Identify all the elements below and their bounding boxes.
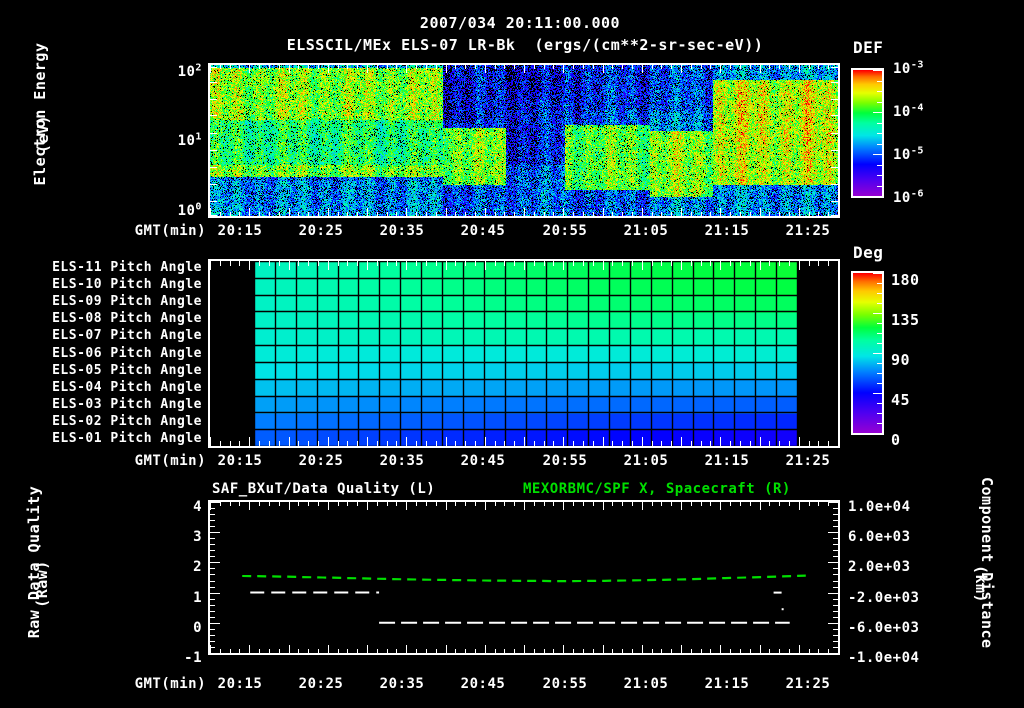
panel2-colorbar[interactable] — [851, 271, 884, 435]
xtick-label: 20:15 — [217, 223, 263, 239]
panel3-ytick-left: 0 — [193, 620, 202, 636]
panel1-colorbar-label-4: 10-4 — [893, 102, 924, 120]
panel3-ytick-labels-right: 1.0e+04 6.0e+03 2.0e+03 -2.0e+03 -6.0e+03 -1.… — [848, 490, 958, 670]
panel2-row-label: ELS-03 Pitch Angle — [52, 397, 202, 412]
panel3-xtick-labels: 20:15 20:25 20:35 20:45 20:55 21:05 21:15 21:25 — [208, 676, 840, 696]
panel2-row-label: ELS-06 Pitch Angle — [52, 346, 202, 361]
xtick-label: 21:15 — [704, 453, 750, 469]
panel1-colorbar-title: DEF — [853, 38, 884, 57]
xtick-label: 20:55 — [542, 223, 588, 239]
xtick-label: 20:45 — [460, 453, 506, 469]
xtick-label: 20:55 — [542, 676, 588, 692]
panel2-row-label: ELS-09 Pitch Angle — [52, 294, 202, 309]
panel1-xlabel: GMT(min) — [134, 223, 206, 239]
pitch-angle-image — [210, 261, 838, 446]
xtick-label: 20:25 — [298, 453, 344, 469]
xtick-label: 21:15 — [704, 676, 750, 692]
panel2-row-label: ELS-07 Pitch Angle — [52, 328, 202, 343]
panel3-ytick-right: -1.0e+04 — [848, 650, 920, 666]
xtick-label: 20:35 — [379, 223, 425, 239]
panel1-colorbar[interactable] — [851, 68, 884, 198]
panel3-ytick-left: 3 — [193, 529, 202, 545]
xtick-label: 21:25 — [785, 676, 831, 692]
panel2-row-label: ELS-05 Pitch Angle — [52, 363, 202, 378]
panel3-ytick-right: -6.0e+03 — [848, 620, 920, 636]
panel2-row-label: ELS-08 Pitch Angle — [52, 311, 202, 326]
panel3-ytick-left: 1 — [193, 590, 202, 606]
panel1-colorbar-label-6: 10-6 — [893, 188, 924, 206]
panel1-colorbar-label-3: 10-3 — [893, 59, 924, 77]
xtick-label: 20:35 — [379, 453, 425, 469]
xtick-label: 21:05 — [623, 453, 669, 469]
xtick-label: 20:45 — [460, 223, 506, 239]
panel3-ytick-left: 2 — [193, 559, 202, 575]
panel2-colorbar-title: Deg — [853, 243, 884, 262]
panel3-ytick-right: 1.0e+04 — [848, 499, 911, 515]
panel-electron-energy-spectrogram[interactable] — [208, 63, 840, 218]
panel1-colorbar-label-5: 10-5 — [893, 145, 924, 163]
panel-pitch-angle[interactable] — [208, 259, 840, 448]
xtick-label: 20:25 — [298, 676, 344, 692]
panel3-ytick-right: -2.0e+03 — [848, 590, 920, 606]
panel1-ytick-1: 101 — [177, 131, 202, 149]
page-title-datetime: 2007/034 20:11:00.000 — [419, 14, 621, 32]
panel1-xtick-labels: 20:15 20:25 20:35 20:45 20:55 21:05 21:15 21:25 — [208, 223, 840, 243]
xtick-label: 20:45 — [460, 676, 506, 692]
panel2-row-label: ELS-02 Pitch Angle — [52, 414, 202, 429]
xtick-label: 20:25 — [298, 223, 344, 239]
xtick-label: 20:35 — [379, 676, 425, 692]
panel2-row-label: ELS-11 Pitch Angle — [52, 260, 202, 275]
panel-data-quality[interactable] — [208, 500, 840, 655]
panel3-ytick-left: -1 — [184, 650, 202, 666]
panel2-colorbar-label: 45 — [891, 391, 911, 409]
xtick-label: 20:55 — [542, 453, 588, 469]
panel1-colorbar-gradient — [853, 70, 882, 196]
panel3-ytick-labels-left: 4 3 2 1 0 -1 — [160, 490, 202, 670]
panel2-colorbar-labels: 180 135 90 45 0 — [891, 260, 971, 450]
data-quality-traces — [210, 502, 838, 653]
panel2-row-label: ELS-04 Pitch Angle — [52, 380, 202, 395]
panel3-title-right: MEXORBMC/SPF X, Spacecraft (R) — [523, 481, 791, 497]
xtick-label: 20:15 — [217, 676, 263, 692]
panel2-colorbar-label: 0 — [891, 431, 901, 449]
xtick-label: 21:25 — [785, 453, 831, 469]
panel2-colorbar-label: 90 — [891, 351, 911, 369]
panel3-yunit-right: (km) — [972, 564, 990, 604]
panel2-xlabel: GMT(min) — [134, 453, 206, 469]
panel3-xlabel: GMT(min) — [134, 676, 206, 692]
panel1-ytick-2: 102 — [177, 62, 202, 80]
xtick-label: 20:15 — [217, 453, 263, 469]
panel2-colorbar-gradient — [853, 273, 882, 433]
panel3-ytick-left: 4 — [193, 499, 202, 515]
panel2-xtick-labels: 20:15 20:25 20:35 20:45 20:55 21:05 21:15 21:25 — [208, 453, 840, 473]
panel3-ytick-right: 2.0e+03 — [848, 559, 911, 575]
panel2-colorbar-label: 135 — [891, 311, 920, 329]
panel2-row-label: ELS-10 Pitch Angle — [52, 277, 202, 292]
panel2-row-label: ELS-01 Pitch Angle — [52, 431, 202, 446]
panel2-row-labels: ELS-11 Pitch Angle ELS-10 Pitch Angle ELS-… — [30, 259, 202, 448]
panel2-colorbar-label: 180 — [891, 271, 920, 289]
xtick-label: 21:05 — [623, 223, 669, 239]
xtick-label: 21:25 — [785, 223, 831, 239]
xtick-label: 21:15 — [704, 223, 750, 239]
panel1-ytick-0: 100 — [177, 201, 202, 219]
xtick-label: 21:05 — [623, 676, 669, 692]
panel1-yunit: (eV) — [34, 114, 52, 154]
panel3-title-left: SAF_BXuT/Data Quality (L) — [212, 481, 436, 497]
page-subtitle: ELSSCIL/MEx ELS-07 LR-Bk (ergs/(cm**2-sr… — [286, 36, 764, 54]
panel3-ytick-right: 6.0e+03 — [848, 529, 911, 545]
panel3-yunit-left: (Raw) — [33, 560, 51, 608]
spectrogram-image — [210, 65, 838, 216]
